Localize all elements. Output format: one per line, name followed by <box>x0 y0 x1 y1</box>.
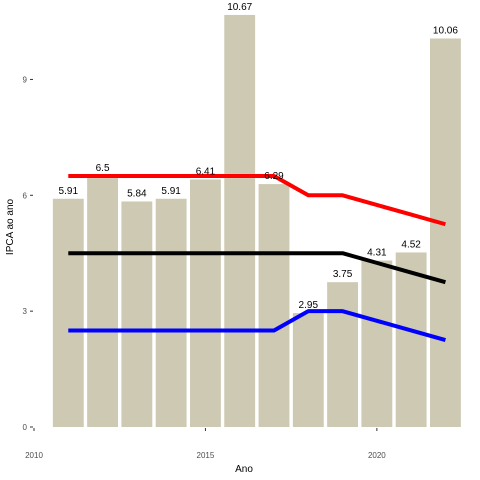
y-axis: 0 3 6 9 <box>23 75 33 432</box>
y-axis-title: IPCA ao ano <box>5 198 16 255</box>
bar-2022 <box>430 38 461 427</box>
data-label-2019: 3.75 <box>333 269 353 280</box>
data-label-2020: 4.31 <box>367 248 387 259</box>
y-tick-label-9: 9 <box>23 75 28 84</box>
x-tick-label-2020: 2020 <box>368 451 386 460</box>
data-label-2022: 10.06 <box>433 26 458 37</box>
data-label-2016: 10.67 <box>227 2 252 13</box>
bar-2016 <box>224 14 256 428</box>
series-line-blue <box>68 309 446 343</box>
data-label-2014: 5.91 <box>161 186 181 197</box>
y-tick-label-6: 6 <box>23 191 28 200</box>
lines-group <box>68 173 446 343</box>
bar-2020 <box>361 260 393 427</box>
data-label-2013: 5.84 <box>127 188 147 199</box>
y-tick-label-0: 0 <box>23 423 28 432</box>
bar-2018 <box>292 313 324 427</box>
bar-2017 <box>258 184 290 427</box>
series-line-black <box>68 251 446 285</box>
bar-2014 <box>155 198 187 427</box>
bar-2011 <box>52 198 84 427</box>
bars-group <box>52 14 461 428</box>
data-label-2015: 6.41 <box>196 166 216 177</box>
bar-2013 <box>121 201 153 427</box>
x-tick-label-2010: 2010 <box>25 451 43 460</box>
y-tick-label-3: 3 <box>23 307 28 316</box>
series-line-red <box>68 173 446 227</box>
data-label-2012: 6.5 <box>96 163 110 174</box>
x-axis: 2010 2015 2020 <box>25 428 386 460</box>
data-label-2018: 2.95 <box>299 300 319 311</box>
bar-2012 <box>87 175 118 427</box>
bar-2015 <box>190 179 221 427</box>
data-label-2017: 6.29 <box>264 171 284 182</box>
data-labels-group: 5.91 6.5 5.84 5.91 6.41 10.67 6.29 2.95 3.75 4.31… <box>59 2 459 311</box>
data-label-2021: 4.52 <box>401 239 421 250</box>
bar-2019 <box>327 282 358 427</box>
bar-2021 <box>395 252 427 427</box>
x-axis-title: Ano <box>235 464 253 475</box>
data-label-2011: 5.91 <box>59 186 79 197</box>
x-tick-label-2015: 2015 <box>197 451 215 460</box>
